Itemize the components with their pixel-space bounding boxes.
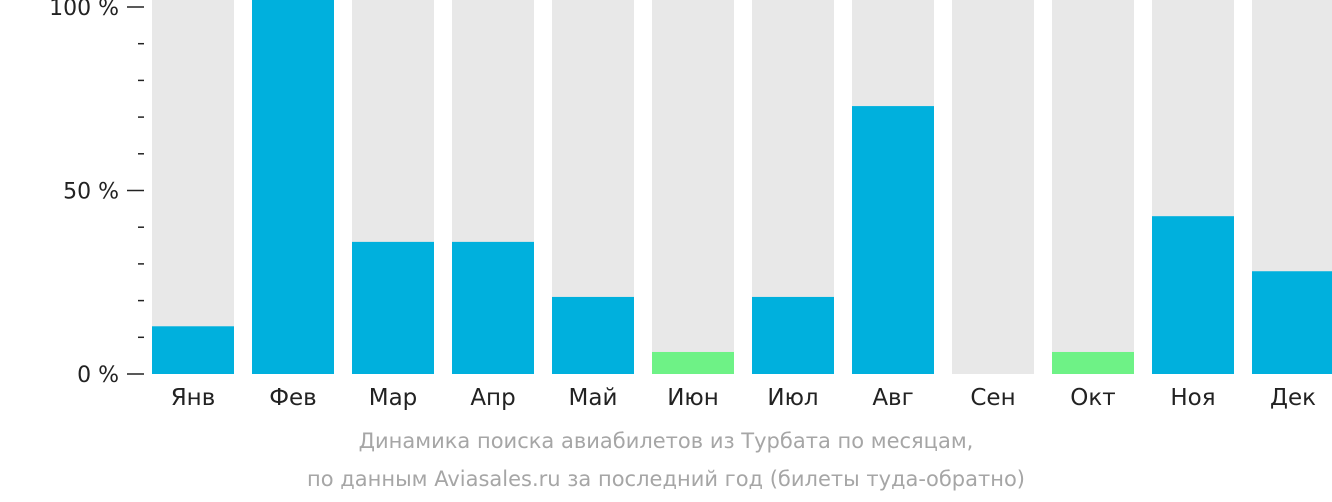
x-tick-label: Июн xyxy=(667,385,719,411)
x-tick-label: Мар xyxy=(369,385,418,411)
bar-Апр[interactable] xyxy=(452,241,534,374)
bar-Фев[interactable] xyxy=(252,0,334,374)
bar-Янв[interactable] xyxy=(152,326,234,374)
y-tick-label: 0 % xyxy=(77,363,119,388)
bar-Авг[interactable] xyxy=(852,106,934,374)
bar-chart: 0 % 50 % 100 % Янв Фев Мар Апр Май Июн Июл Авг Сен… xyxy=(49,0,1332,411)
y-tick-label: 50 % xyxy=(63,180,119,205)
bar-Ноя[interactable] xyxy=(1152,216,1234,374)
chart-caption-line-1: Динамика поиска авиабилетов из Турбата п… xyxy=(358,429,974,453)
bar-background xyxy=(1052,0,1134,374)
y-tick-label: 100 % xyxy=(49,0,119,21)
y-axis: 0 % 50 % 100 % xyxy=(49,0,144,388)
x-tick-label: Авг xyxy=(872,385,913,411)
bars-group xyxy=(152,0,1332,374)
x-tick-label: Сен xyxy=(970,385,1015,411)
bar-background xyxy=(152,0,234,374)
bar-Май[interactable] xyxy=(552,296,634,374)
x-tick-label: Фев xyxy=(269,385,317,411)
bar-background xyxy=(952,0,1034,374)
x-tick-label: Дек xyxy=(1270,385,1316,411)
x-tick-label: Окт xyxy=(1070,385,1115,411)
x-tick-label: Ноя xyxy=(1170,385,1215,411)
x-axis-labels: Янв Фев Мар Апр Май Июн Июл Авг Сен Окт Ноя Дек xyxy=(171,385,1316,411)
x-tick-label: Июл xyxy=(767,385,818,411)
x-tick-label: Янв xyxy=(171,385,216,411)
chart-caption-line-2: по данным Aviasales.ru за последний год … xyxy=(307,467,1025,491)
bar-Окт[interactable] xyxy=(1052,351,1134,374)
bar-Мар[interactable] xyxy=(352,241,434,374)
bar-background xyxy=(652,0,734,374)
bar-Дек[interactable] xyxy=(1252,271,1332,374)
bar-Июн[interactable] xyxy=(652,351,734,374)
x-tick-label: Апр xyxy=(470,385,515,411)
bar-Июл[interactable] xyxy=(752,296,834,374)
x-tick-label: Май xyxy=(569,385,618,411)
